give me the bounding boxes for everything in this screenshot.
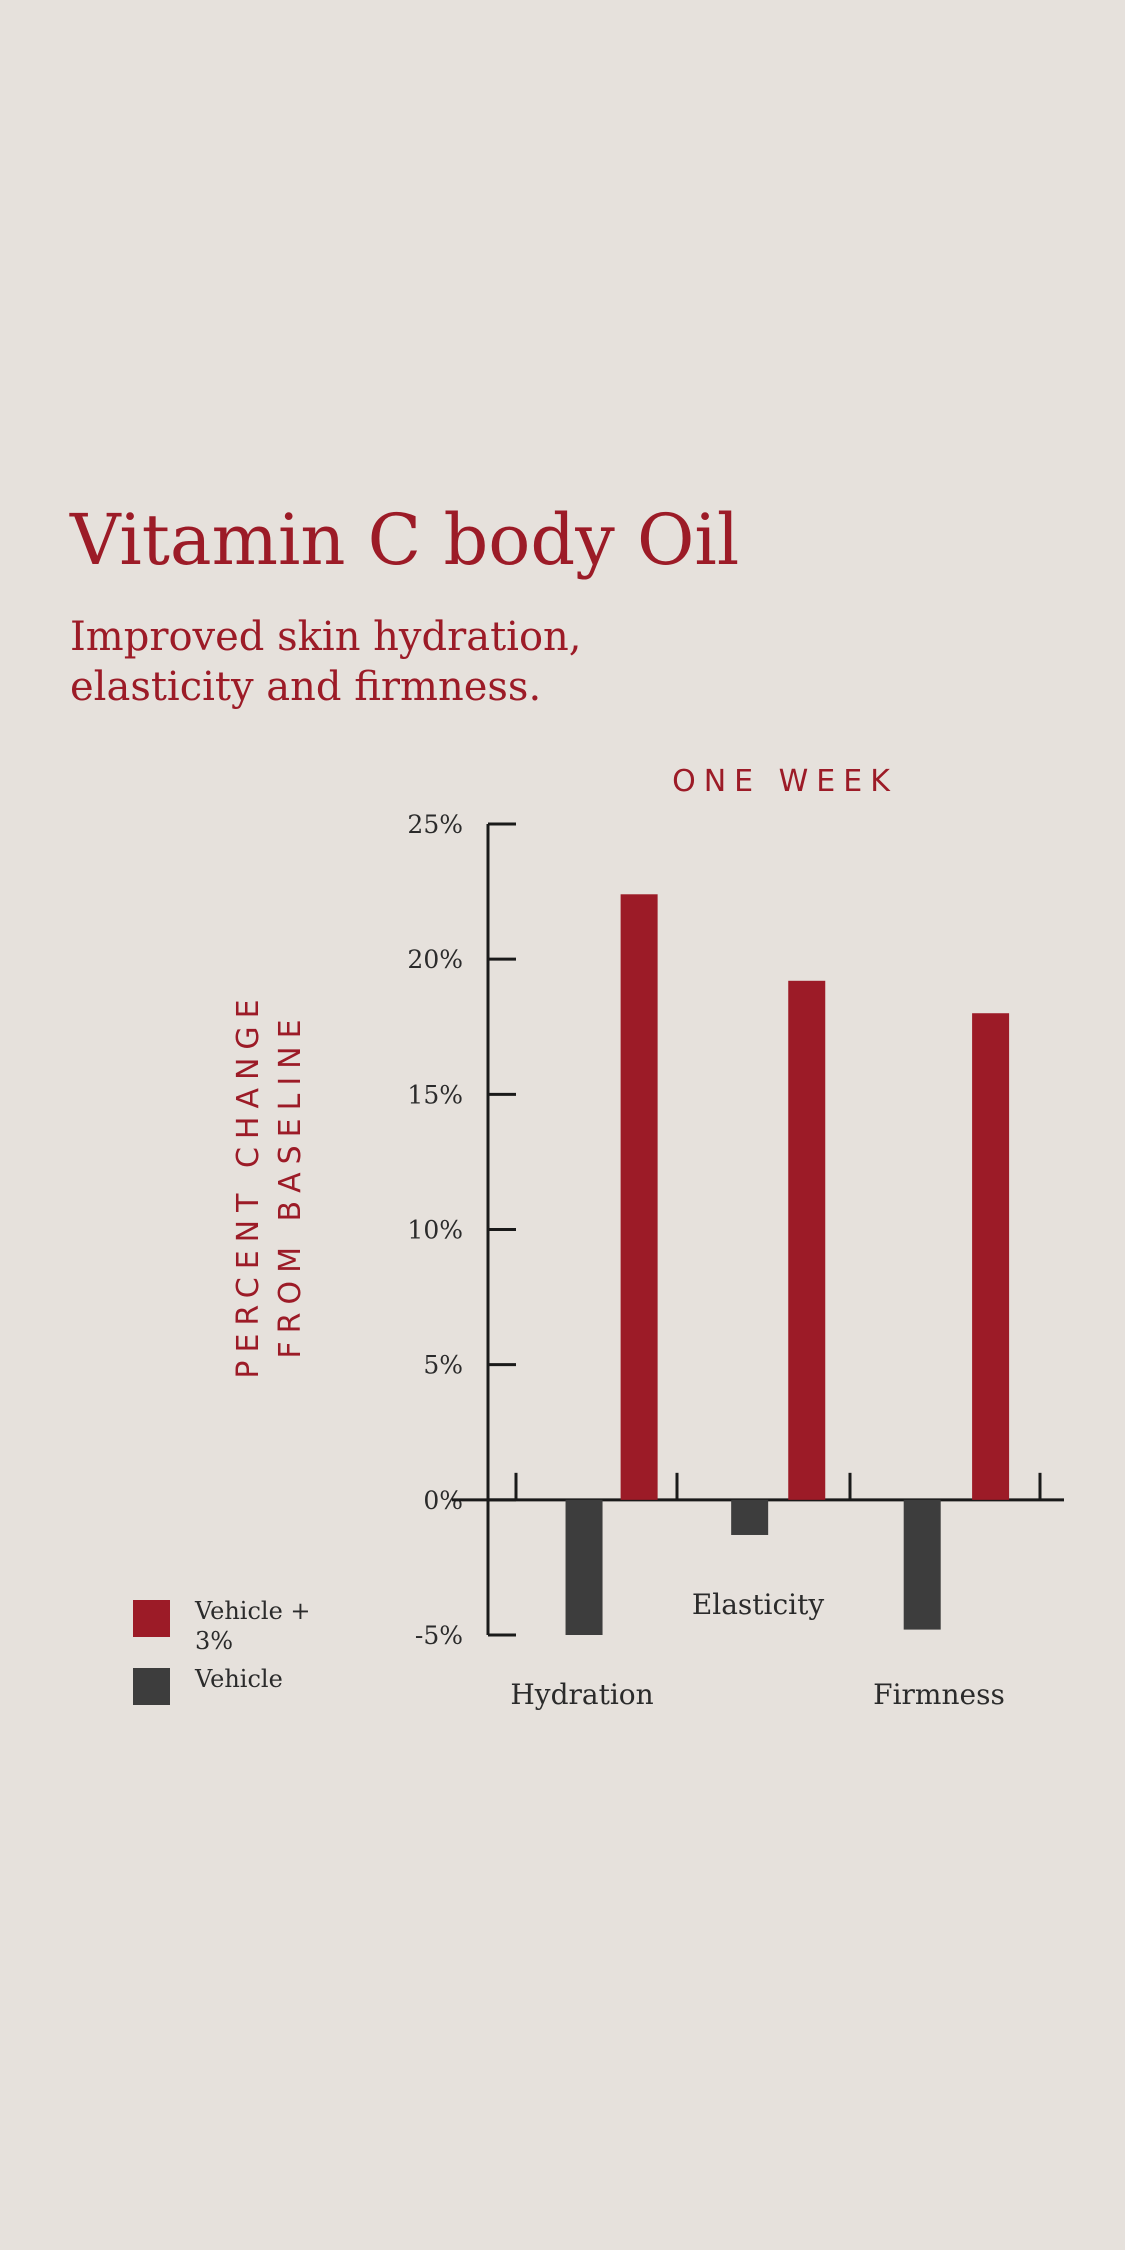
bar-vehicle-plus-hydration xyxy=(620,894,658,1500)
y-tick-label: 5% xyxy=(423,1351,463,1380)
y-tick-label: 10% xyxy=(407,1216,463,1245)
bar-vehicle-hydration xyxy=(565,1499,603,1635)
chart-title: ONE WEEK xyxy=(672,764,898,799)
x-category-label-hydration: Hydration xyxy=(510,1678,653,1711)
y-tick-label: 15% xyxy=(407,1080,463,1109)
x-category-label-firmness: Firmness xyxy=(873,1678,1005,1711)
bar-vehicle-plus-firmness xyxy=(972,1013,1010,1500)
legend-swatch-vehicle xyxy=(133,1668,170,1705)
bar-vehicle-firmness xyxy=(903,1499,941,1630)
page-title: Vitamin C body Oil xyxy=(70,499,740,581)
bar-vehicle-elasticity xyxy=(731,1499,769,1535)
legend-swatch-vehicle-plus xyxy=(133,1600,170,1637)
y-tick-label: 20% xyxy=(407,945,463,974)
bar-vehicle-plus-elasticity xyxy=(788,980,826,1500)
legend-label-vehicle: Vehicle xyxy=(195,1665,283,1693)
y-tick-label: 25% xyxy=(407,810,463,839)
y-tick-label: -5% xyxy=(415,1621,463,1650)
page-subtitle: Improved skin hydration, elasticity and … xyxy=(70,614,582,710)
legend-label-vehicle-plus: Vehicle + 3% xyxy=(195,1597,311,1655)
x-category-label-elasticity: Elasticity xyxy=(692,1588,825,1621)
